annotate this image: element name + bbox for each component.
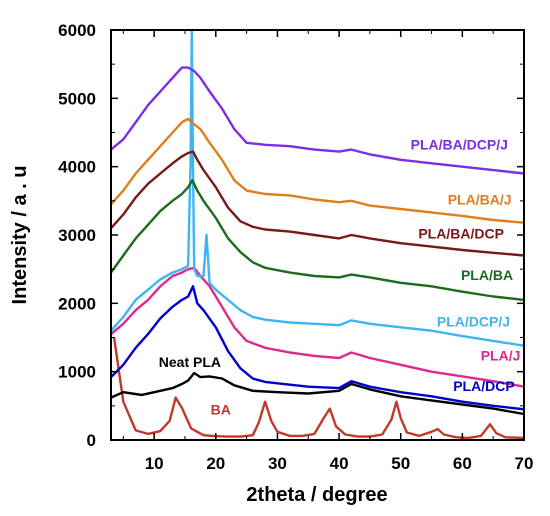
series-layer xyxy=(110,28,525,440)
x-tick-label: 30 xyxy=(268,454,287,473)
series-line-pla-dcp xyxy=(110,285,525,411)
series-line-ba xyxy=(112,337,525,440)
series-label-pla-ba: PLA/BA xyxy=(461,267,513,283)
series-line-pla-ba-dcp-j xyxy=(110,66,525,175)
series-line-pla-dcp-j xyxy=(110,28,525,347)
series-label-pla-ba-dcp-j: PLA/BA/DCP/J xyxy=(411,137,508,153)
series-label-pla-dcp-j: PLA/DCP/J xyxy=(437,314,510,330)
series-labels: PLA/BA/DCP/J PLA/BA/J PLA/BA/DCP PLA/BA PLA/… xyxy=(159,137,521,418)
y-axis-ticks: 0 1000 2000 3000 4000 5000 6000 xyxy=(58,21,524,450)
y-axis-title: Intensity / a . u xyxy=(9,166,31,305)
series-line-pla-j xyxy=(110,266,525,388)
series-label-neat-pla: Neat PLA xyxy=(159,354,221,370)
x-tick-label: 10 xyxy=(145,454,164,473)
x-axis-ticks: 10 20 30 40 50 60 70 xyxy=(122,30,534,473)
x-tick-label: 20 xyxy=(206,454,225,473)
series-line-pla-ba-j xyxy=(110,117,525,224)
series-label-pla-ba-dcp: PLA/BA/DCP xyxy=(418,225,504,241)
y-tick-label: 3000 xyxy=(58,226,96,245)
y-tick-label: 1000 xyxy=(58,363,96,382)
y-tick-label: 5000 xyxy=(58,89,96,108)
y-tick-label: 6000 xyxy=(58,21,96,40)
x-axis-title: 2theta / degree xyxy=(246,484,387,506)
y-tick-label: 4000 xyxy=(58,158,96,177)
series-line-pla-ba-dcp xyxy=(110,150,525,257)
series-label-pla-dcp: PLA/DCP xyxy=(453,378,514,394)
y-tick-label: 0 xyxy=(87,431,96,450)
y-tick-label: 2000 xyxy=(58,294,96,313)
series-label-pla-ba-j: PLA/BA/J xyxy=(448,191,512,207)
x-tick-label: 40 xyxy=(330,454,349,473)
x-tick-label: 50 xyxy=(391,454,410,473)
x-tick-label: 70 xyxy=(515,454,534,473)
series-line-pla-ba xyxy=(110,179,525,302)
series-line-neat-pla xyxy=(110,371,525,416)
x-tick-label: 60 xyxy=(453,454,472,473)
series-label-pla-j: PLA/J xyxy=(481,348,521,364)
series-label-ba: BA xyxy=(211,402,231,418)
